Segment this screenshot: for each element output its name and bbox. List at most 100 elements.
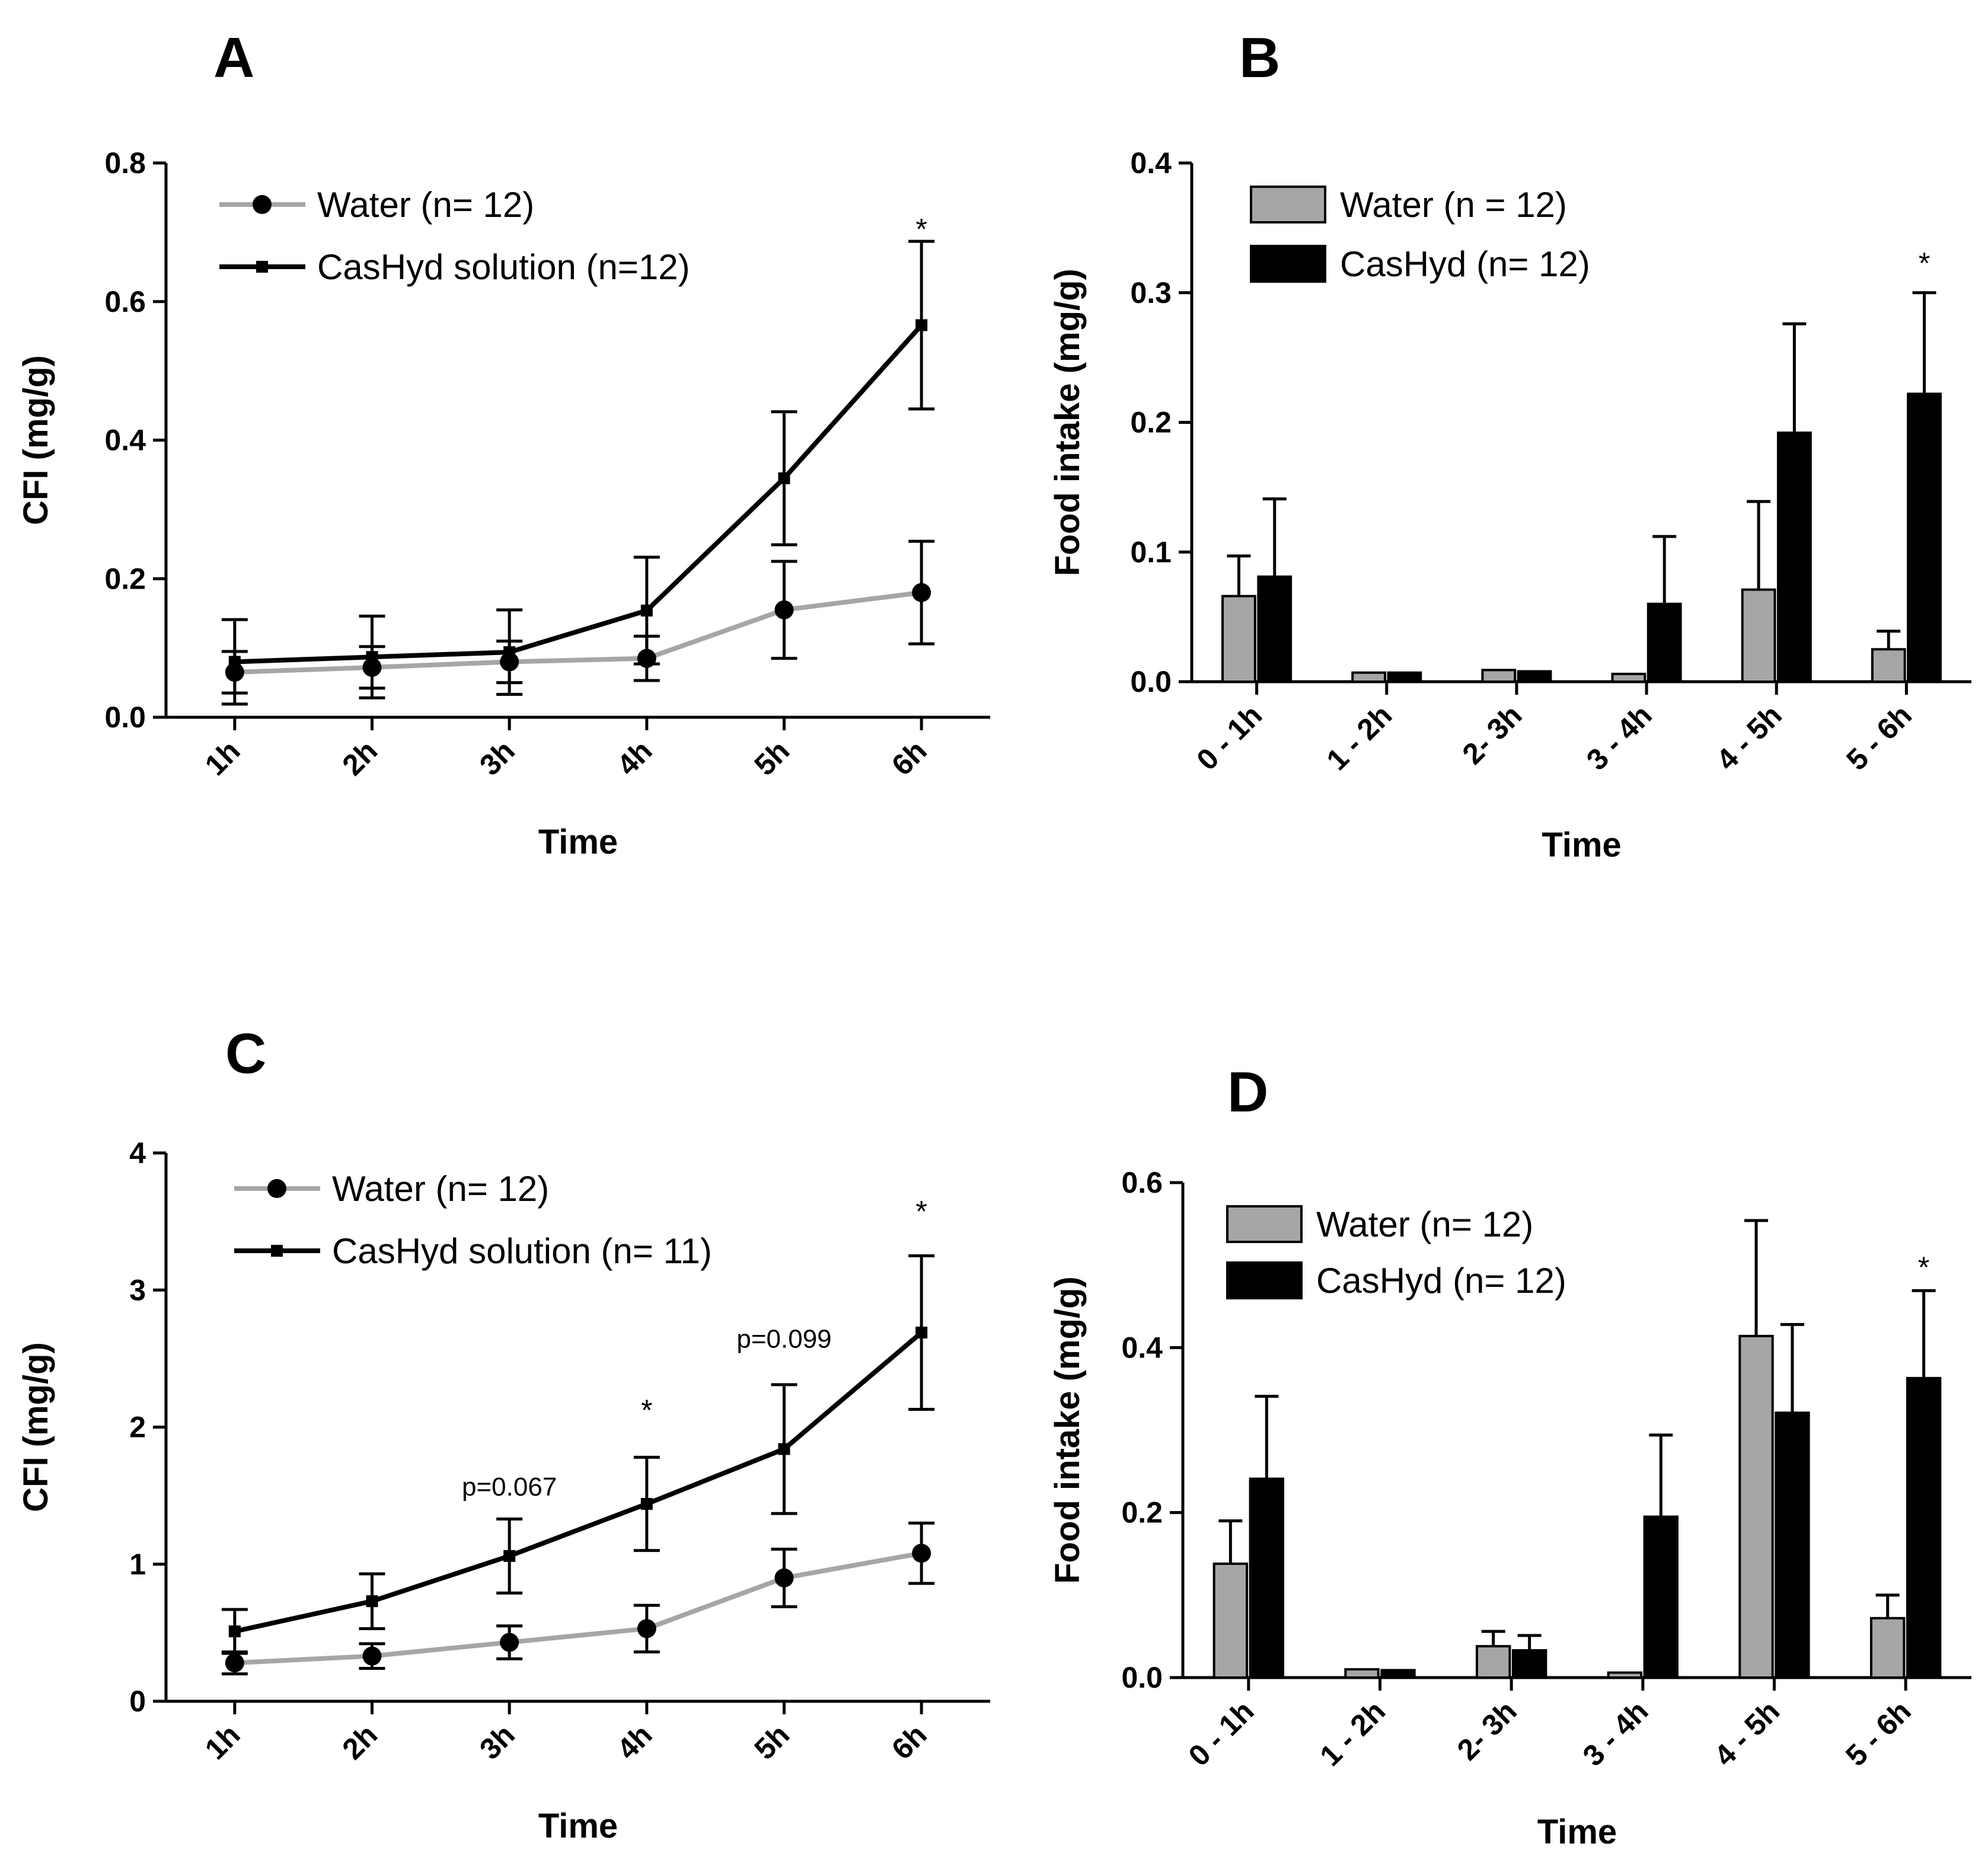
data-point [366,651,378,663]
data-point [915,1326,928,1339]
x-tick-label: 1h [199,1718,247,1766]
x-axis-title: Time [538,1807,618,1845]
significance-star: * [1918,1251,1929,1284]
bar [1643,1515,1679,1679]
chart-panel-d: 0.0 0.2 0.4 0.6 0 - 1h 1 - 2h 2- 3h 3 - 4h 4 - 5… [1048,1166,1971,1851]
bar [1741,588,1776,683]
bar [1607,1671,1643,1679]
significance-star: * [915,1195,927,1228]
bar [1212,1562,1249,1679]
y-tick-label: 0.1 [1130,535,1172,568]
x-tick-label: 0 - 1h [1190,698,1268,777]
y-tick-label: 0.4 [104,424,146,457]
x-tick-label: 6h [885,734,933,782]
legend-label: Water (n = 12) [1340,185,1567,225]
series-water [1221,500,1906,683]
x-tick-label: 3 - 4h [1577,1694,1655,1772]
data-point [503,646,516,659]
y-tick-label: 0.0 [1130,665,1172,698]
bar [1481,669,1517,683]
panel-letter-d: D [1227,1060,1268,1124]
bar [1738,1334,1774,1679]
bar [1511,1649,1547,1679]
bar [1869,1617,1906,1679]
bar [1351,671,1387,683]
y-tick-label: 2 [129,1411,146,1444]
x-tick-label: 4h [611,734,659,782]
x-tick-label: 4 - 5h [1708,1694,1786,1772]
data-point [640,605,653,617]
bar [1775,1411,1810,1679]
legend-label: CasHyd solution (n= 11) [332,1231,712,1271]
series-water [221,539,935,695]
x-axis-title: Time [538,823,618,861]
y-tick-label: 3 [129,1273,146,1306]
chart-panel-b: 0.0 0.1 0.2 0.3 0.4 0 - 1h 1 - 2h 2- 3h 3 - 4h 4 … [1048,146,1971,864]
legend-label: CasHyd (n= 12) [1340,244,1590,284]
y-tick-label: 0.0 [1121,1661,1163,1694]
legend-swatch [1226,1205,1303,1243]
data-point [778,1443,790,1455]
legend-marker [271,1245,283,1257]
y-axis-title: Food intake (mg/g) [1048,269,1087,576]
bar [1907,392,1942,683]
y-axis-title: Food intake (mg/g) [1048,1276,1087,1584]
x-axis-title: Time [1542,826,1621,864]
legend-swatch [1226,1261,1303,1299]
bar [1517,670,1552,683]
series-line [234,1551,922,1666]
bar [1344,1668,1380,1679]
legend-label: Water (n= 12) [1316,1205,1533,1244]
data-point [912,1544,931,1563]
data-point [225,1653,244,1673]
y-axis-title: CFI (mg/g) [17,1342,55,1512]
legend-marker [253,195,272,214]
x-tick-label: 4h [611,1718,659,1766]
bar [1646,602,1682,683]
bar [1475,1645,1511,1679]
x-tick-label: 2- 3h [1456,698,1529,771]
data-point [366,1595,378,1608]
series-cashyd [1257,291,1942,683]
legend-marker [256,261,268,273]
panel-letter-c: C [225,1022,266,1085]
bar [1387,671,1422,683]
data-point [637,1619,656,1638]
legend-label: Water (n= 12) [317,185,534,225]
bar [1221,595,1256,683]
series-line [234,323,924,665]
data-point [640,1498,653,1510]
data-point [228,656,241,668]
series-cashyd [221,1254,935,1655]
y-tick-label: 0.6 [104,285,146,318]
x-tick-label: 1h [199,734,247,782]
data-point [774,1568,794,1587]
y-tick-label: 0.2 [1130,406,1172,439]
bar [1380,1669,1416,1679]
y-tick-label: 0.4 [1121,1331,1163,1364]
chart-panel-c: 0 1 2 3 4 1h 2h 3h 4h 5h 6h Time CFI (mg/g) Water (n=… [17,1136,990,1845]
panel-letter-b: B [1239,26,1280,90]
y-tick-label: 1 [129,1548,146,1581]
y-tick-label: 0.3 [1130,276,1172,309]
bar [1249,1477,1285,1679]
x-tick-label: 2h [336,734,384,782]
x-tick-label: 3 - 4h [1580,698,1658,777]
y-tick-label: 0.2 [1121,1496,1163,1529]
bar [1906,1376,1942,1679]
series-water [1212,1219,1906,1679]
data-point [912,583,931,602]
x-tick-label: 1 - 2h [1320,698,1399,777]
x-tick-label: 4 - 5h [1710,698,1788,777]
legend-label: Water (n= 12) [332,1169,549,1209]
chart-panel-a: 0.0 0.2 0.4 0.6 0.8 1h 2h 3h 4h 5h 6h Time CFI (mg/g… [17,146,990,861]
legend-label: CasHyd (n= 12) [1316,1261,1566,1301]
series-line [234,1330,923,1634]
x-tick-label: 5h [748,1718,796,1766]
series-cashyd [221,239,935,706]
y-tick-label: 0.4 [1130,146,1172,180]
x-tick-label: 5 - 6h [1839,1694,1917,1772]
legend-swatch [1250,245,1326,283]
x-tick-label: 3h [473,734,521,782]
